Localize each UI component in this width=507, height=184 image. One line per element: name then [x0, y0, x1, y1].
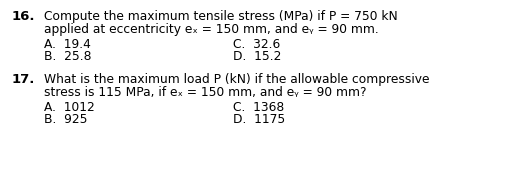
Text: What is the maximum load P (kN) if the allowable compressive: What is the maximum load P (kN) if the a…	[44, 73, 429, 86]
Text: C.  32.6: C. 32.6	[233, 38, 280, 51]
Text: D.  15.2: D. 15.2	[233, 50, 281, 63]
Text: stress is 115 MPa, if eₓ = 150 mm, and eᵧ = 90 mm?: stress is 115 MPa, if eₓ = 150 mm, and e…	[44, 86, 367, 99]
Text: A.  1012: A. 1012	[44, 101, 95, 114]
Text: B.  925: B. 925	[44, 113, 88, 126]
Text: C.  1368: C. 1368	[233, 101, 284, 114]
Text: B.  25.8: B. 25.8	[44, 50, 91, 63]
Text: A.  19.4: A. 19.4	[44, 38, 91, 51]
Text: applied at eccentricity eₓ = 150 mm, and eᵧ = 90 mm.: applied at eccentricity eₓ = 150 mm, and…	[44, 23, 379, 36]
Text: 17.: 17.	[12, 73, 35, 86]
Text: D.  1175: D. 1175	[233, 113, 285, 126]
Text: 16.: 16.	[12, 10, 35, 23]
Text: Compute the maximum tensile stress (MPa) if P = 750 kN: Compute the maximum tensile stress (MPa)…	[44, 10, 398, 23]
